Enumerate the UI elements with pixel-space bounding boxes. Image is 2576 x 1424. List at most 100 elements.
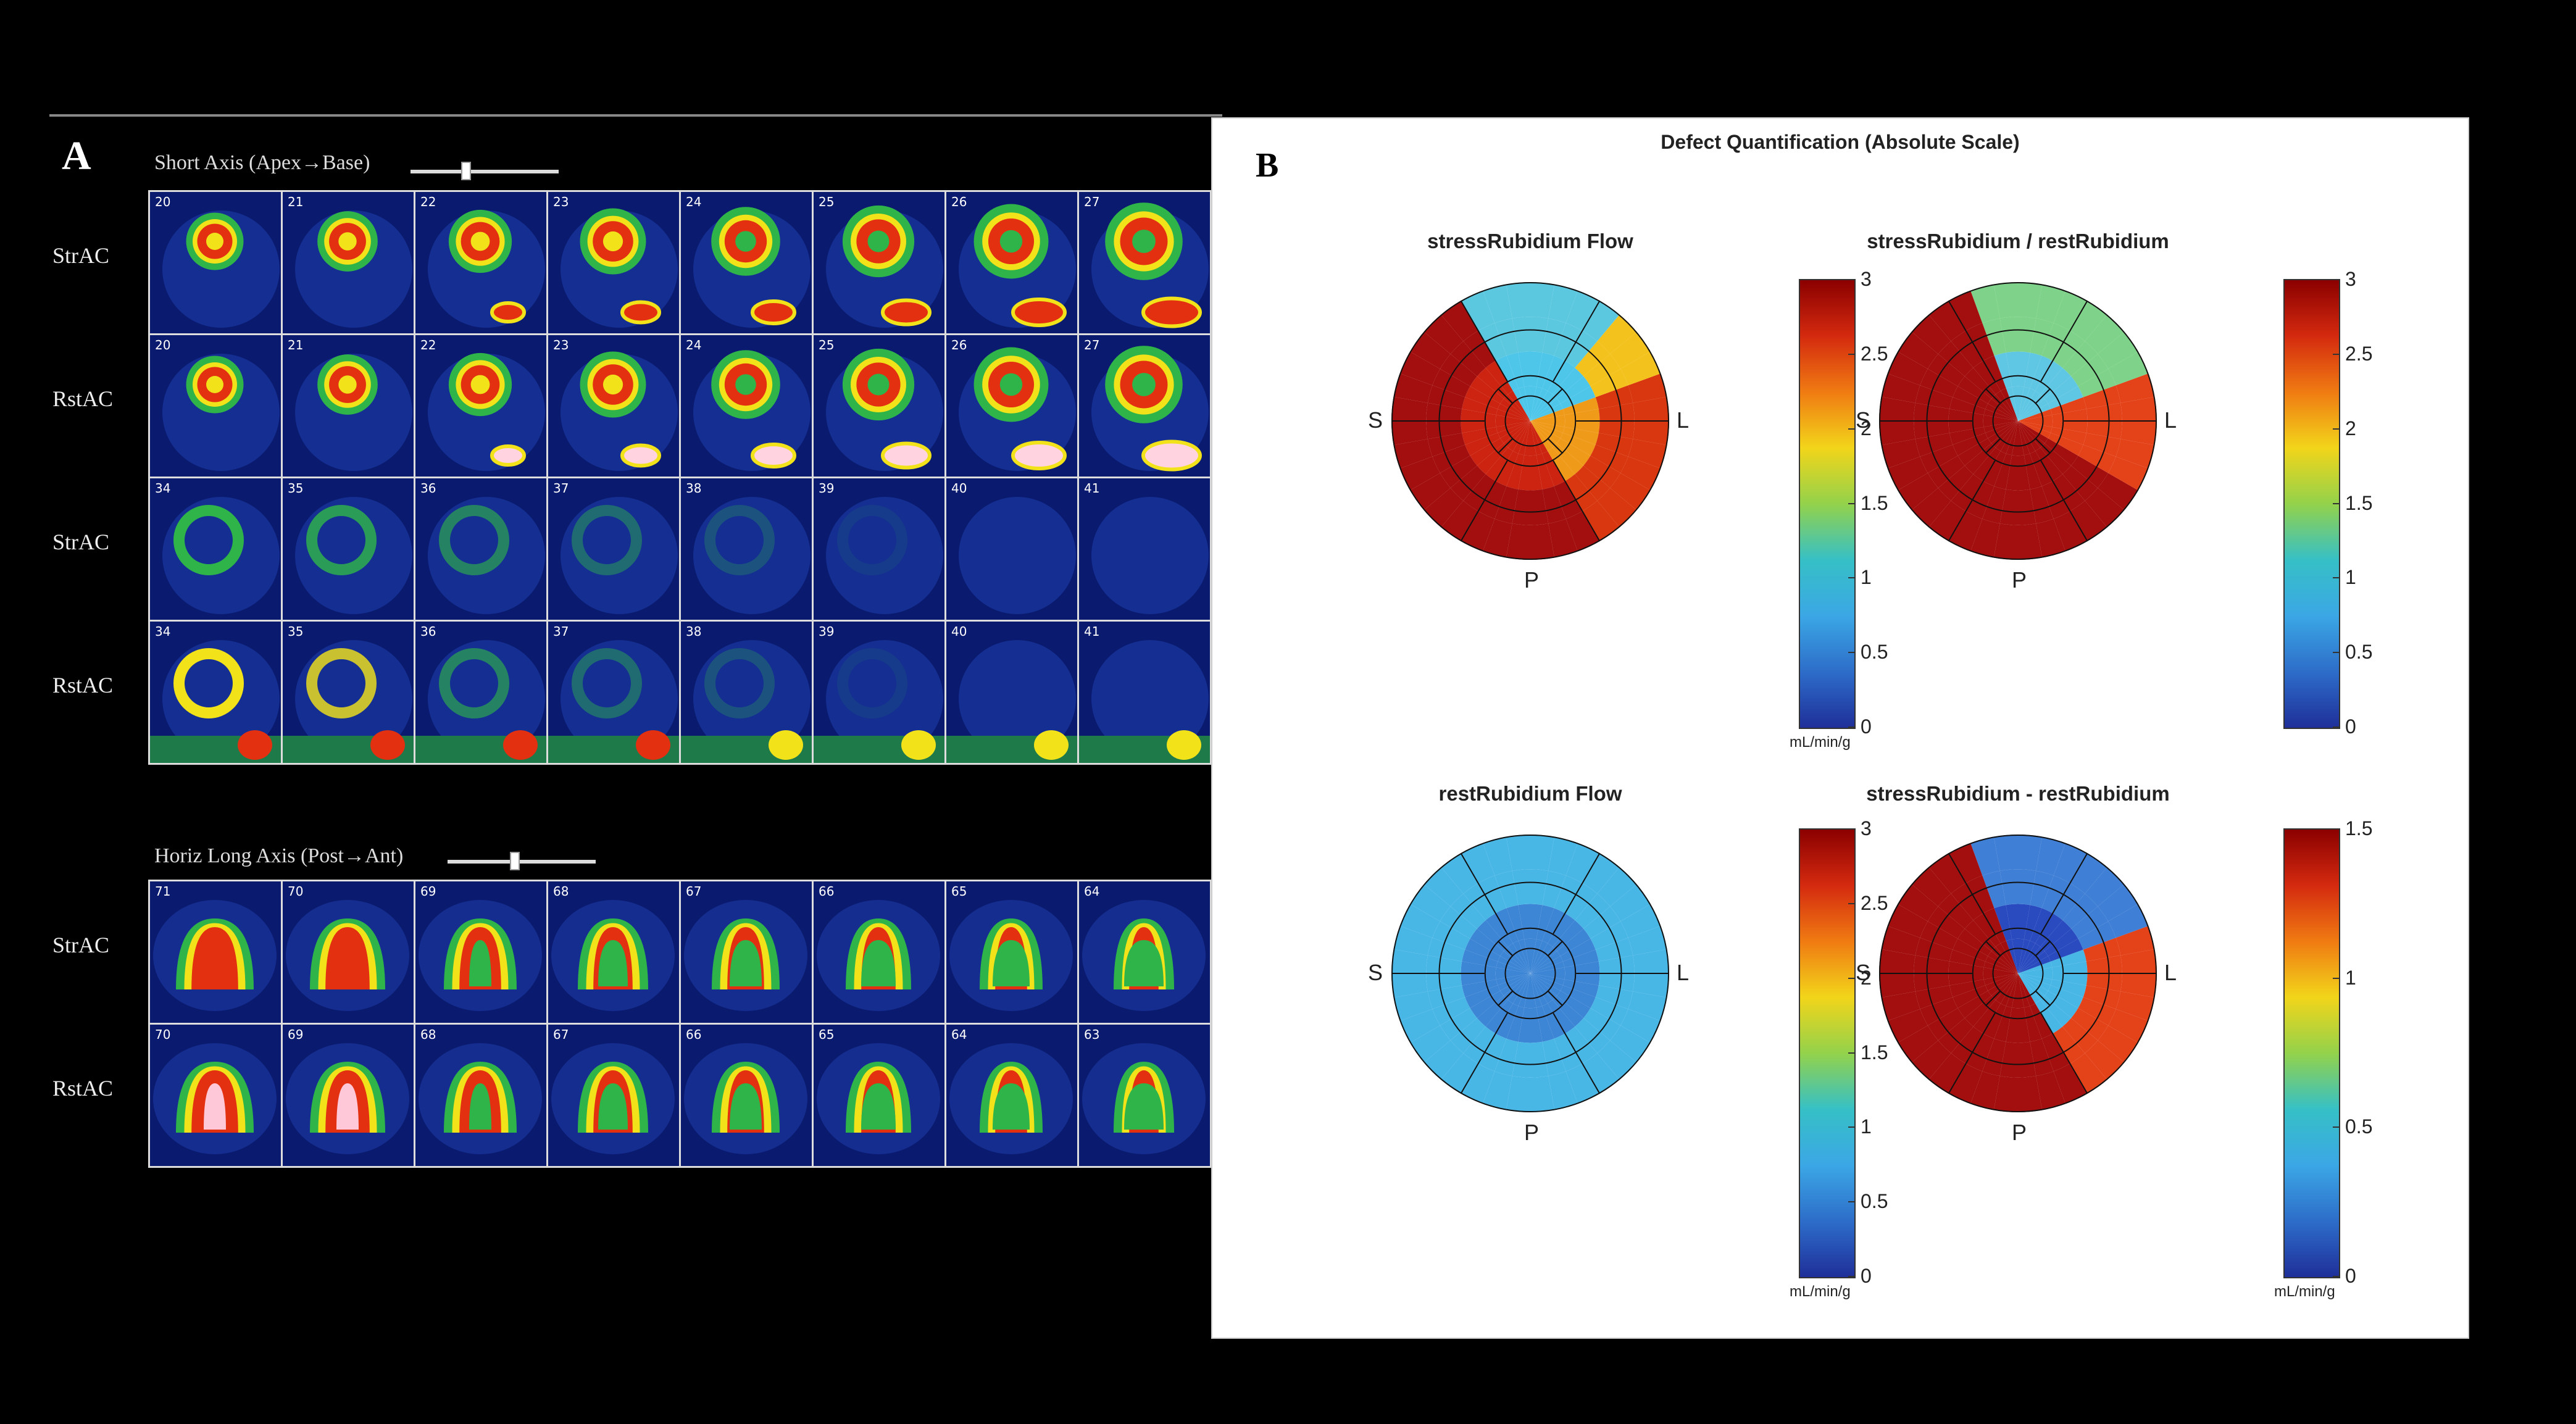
slice-number: 70 [155,1027,171,1042]
slice-image[interactable]: 26 [946,335,1077,477]
slice-scan [826,497,943,614]
slice-scan [959,347,1076,471]
slice-image[interactable]: 65 [946,881,1077,1023]
colorbar-tick-mark [1848,977,1854,979]
short-axis-slider-thumb[interactable] [461,162,471,180]
slice-image[interactable]: 34 [150,478,281,620]
slice-image[interactable]: 25 [814,335,944,477]
slice-scan [150,640,281,763]
slice-scan [1091,346,1209,472]
slice-image[interactable]: 27 [1079,335,1210,477]
slice-image[interactable]: 35 [283,622,414,763]
colorbar-tick: 0.5 [2345,641,2373,664]
colorbar-tick: 1 [2345,966,2356,989]
colorbar-tick-mark [1848,502,1854,504]
slice-image[interactable]: 41 [1079,622,1210,763]
slice-image[interactable]: 39 [814,478,944,620]
slice-image[interactable]: 34 [150,622,281,763]
polar-map-title: stressRubidium Flow [1427,230,1633,252]
slice-image[interactable]: 64 [946,1025,1077,1166]
slice-image[interactable]: 67 [681,881,812,1023]
slice-image[interactable]: 37 [548,622,679,763]
slice-image[interactable]: 39 [814,622,944,763]
slice-image[interactable]: 64 [1079,881,1210,1023]
slice-image[interactable]: 27 [1079,192,1210,333]
panel-a-letter: A [62,133,91,178]
long-axis-grid: 71 70 69 68 67 66 65 64 70 69 68 67 66 65 64 63 [148,880,1212,1168]
slice-image[interactable]: 36 [415,478,546,620]
slice-scan [295,354,412,471]
slice-image[interactable]: 20 [150,335,281,477]
long-axis-slider[interactable] [448,860,596,864]
colorbar-tick: 0 [1861,715,1872,738]
posterior-label: P [1524,567,1540,593]
slice-image[interactable]: 25 [814,192,944,333]
slice-number: 71 [155,884,171,899]
slice-image[interactable]: 40 [946,622,1077,763]
slice-image[interactable]: 23 [548,192,679,333]
slice-scan [561,208,678,328]
slice-image[interactable]: 66 [814,881,944,1023]
slice-image[interactable]: 68 [415,1025,546,1166]
slice-number: 36 [420,481,436,496]
slice-scan [283,640,414,763]
slice-scan [162,497,280,614]
slice-image[interactable]: 68 [548,881,679,1023]
row-label: RstAC [52,1076,114,1101]
slice-image[interactable]: 26 [946,192,1077,333]
slice-image[interactable]: 20 [150,192,281,333]
polar-map [1879,835,2157,1112]
slice-image[interactable]: 24 [681,192,812,333]
slice-image[interactable]: 24 [681,335,812,477]
septal-label: S [1368,407,1383,433]
slice-image[interactable]: 37 [548,478,679,620]
polar-map [1879,282,2157,560]
slice-image[interactable]: 67 [548,1025,679,1166]
colorbar-tick: 1.5 [1861,1041,1888,1064]
slice-image[interactable]: 69 [283,1025,414,1166]
colorbar-tick: 2.5 [1861,891,1888,914]
slice-image[interactable]: 38 [681,478,812,620]
septal-label: S [1856,407,1871,433]
colorbar-tick-mark [2333,1276,2339,1277]
short-axis-slider[interactable] [411,170,559,173]
colorbar-tick-mark [1848,428,1854,430]
row-label: RstAC [52,673,114,697]
colorbar-unit: mL/min/g [1790,1283,1851,1300]
slice-image[interactable]: 21 [283,192,414,333]
long-axis-slider-thumb[interactable] [510,852,520,870]
colorbar-tick-mark [2333,652,2339,654]
slice-number: 21 [288,194,304,209]
slice-image[interactable]: 70 [150,1025,281,1166]
slice-image[interactable]: 35 [283,478,414,620]
slice-image[interactable]: 38 [681,622,812,763]
colorbar-unit: mL/min/g [2274,1283,2335,1300]
slice-image[interactable]: 41 [1079,478,1210,620]
slice-image[interactable]: 40 [946,478,1077,620]
slice-image[interactable]: 71 [150,881,281,1023]
colorbar-unit: mL/min/g [1790,734,1851,751]
slice-image[interactable]: 66 [681,1025,812,1166]
slice-image[interactable]: 69 [415,881,546,1023]
slice-image[interactable]: 22 [415,192,546,333]
slice-image[interactable]: 70 [283,881,414,1023]
colorbar-tick: 3 [2345,268,2356,290]
slice-image[interactable]: 23 [548,335,679,477]
slice-scan [162,354,280,471]
slice-image[interactable]: 63 [1079,1025,1210,1166]
colorbar [2283,828,2340,1278]
slice-image[interactable]: 22 [415,335,546,477]
panel-b-letter: B [1256,146,1279,185]
slice-number: 37 [553,624,569,639]
slice-number: 64 [1084,884,1100,899]
colorbar-tick-mark [2333,1126,2339,1128]
slice-image[interactable]: 65 [814,1025,944,1166]
colorbar-tick: 0.5 [1861,1190,1888,1213]
slice-scan [826,205,943,328]
slice-image[interactable]: 36 [415,622,546,763]
colorbar-tick: 2 [2345,417,2356,439]
slice-number: 23 [553,194,569,209]
slice-number: 24 [686,194,702,209]
slice-image[interactable]: 21 [283,335,414,477]
slice-number: 25 [819,338,835,352]
